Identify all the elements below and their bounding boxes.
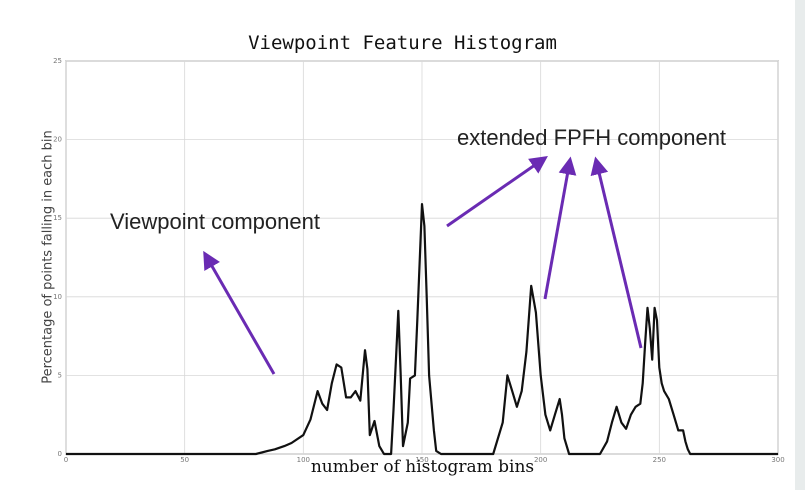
series-line	[66, 203, 778, 456]
y-tick-label: 15	[53, 214, 62, 222]
arrow-to-fpfh-label-2	[543, 156, 577, 300]
y-tick-label: 0	[58, 450, 62, 458]
x-tick-label: 200	[534, 456, 547, 464]
y-tick-label: 20	[53, 136, 62, 144]
y-tick-label: 25	[53, 57, 62, 65]
right-edge-strip	[795, 0, 805, 490]
x-tick-label: 0	[64, 456, 68, 464]
x-tick-label: 300	[771, 456, 784, 464]
y-tick-label: 5	[58, 371, 62, 379]
x-axis-label: number of histogram bins	[310, 457, 535, 477]
x-tick-label: 100	[297, 456, 310, 464]
axis-ticks: 0 50 100 150 200 250 300 0 5 10 15 20 25	[53, 57, 785, 464]
arrow-to-fpfh-label-1	[446, 155, 548, 228]
y-tick-label: 10	[53, 293, 62, 301]
x-tick-label: 50	[180, 456, 189, 464]
annotation-viewpoint-component: Viewpoint component	[110, 209, 320, 234]
chart-title: Viewpoint Feature Histogram	[248, 32, 557, 54]
arrow-to-viewpoint-label	[203, 250, 276, 375]
annotation-extended-fpfh-component: extended FPFH component	[457, 125, 726, 150]
x-tick-label: 250	[653, 456, 666, 464]
arrow-to-fpfh-label-3	[590, 156, 643, 349]
x-tick-label: 150	[415, 456, 428, 464]
grid-lines	[65, 60, 779, 455]
